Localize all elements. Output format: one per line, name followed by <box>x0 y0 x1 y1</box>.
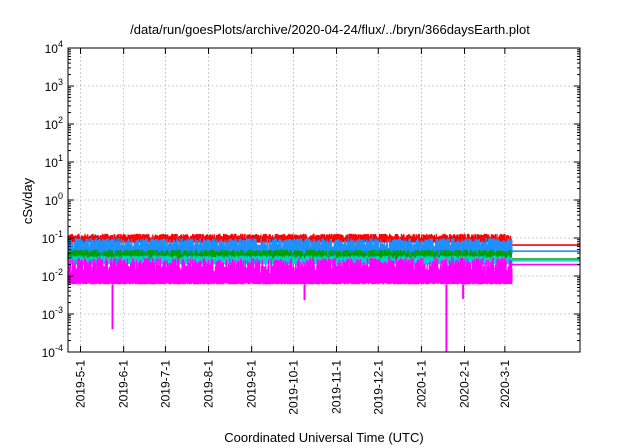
x-tick-label: 2019-10-1 <box>286 360 300 415</box>
data-series <box>67 233 580 352</box>
y-tick-label: 100 <box>45 191 63 208</box>
y-tick-label: 10-1 <box>42 229 63 246</box>
y-tick-label: 10-4 <box>42 343 63 360</box>
x-tick-label: 2019-5-1 <box>74 360 88 408</box>
grid <box>68 47 580 353</box>
chart-title: /data/run/goesPlots/archive/2020-04-24/f… <box>130 22 530 37</box>
y-tick-label: 101 <box>45 153 63 170</box>
y-axis-label: cSv/day <box>20 177 35 224</box>
x-tick-label: 2020-3-1 <box>498 360 512 408</box>
y-tick-label: 10-2 <box>42 267 63 284</box>
y-tick-label: 104 <box>45 39 63 56</box>
axes: 10-4 10-3 10-2 10-1 100 101 102 103 104 2019-5-1 2… <box>42 39 581 415</box>
series-line <box>67 257 513 285</box>
x-tick-label: 2019-11-1 <box>330 360 344 414</box>
x-tick-label: 2019-12-1 <box>371 360 385 415</box>
x-tick-label: 2020-2-1 <box>458 360 472 408</box>
y-tick-label: 10-3 <box>42 305 63 322</box>
x-tick-label: 2019-9-1 <box>245 360 259 408</box>
x-tick-label: 2019-6-1 <box>117 360 131 408</box>
x-tick-label: 2019-7-1 <box>158 360 172 408</box>
x-axis-label: Coordinated Universal Time (UTC) <box>224 430 423 445</box>
x-tick-label: 2019-8-1 <box>202 360 216 408</box>
y-tick-label: 103 <box>45 77 63 94</box>
y-tick-label: 102 <box>45 115 63 132</box>
x-tick-label: 2020-1-1 <box>414 360 428 408</box>
